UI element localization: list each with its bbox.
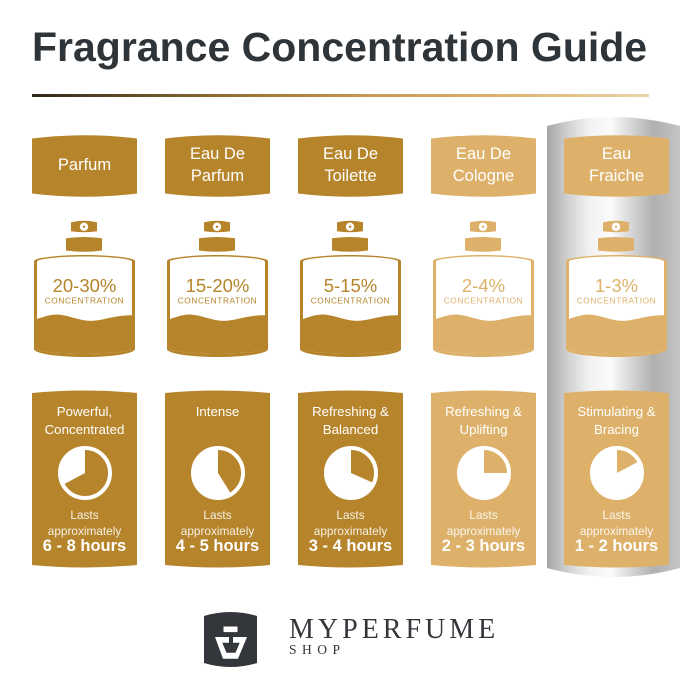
svg-text:15-20%: 15-20% — [186, 275, 250, 296]
svg-text:CONCENTRATION: CONCENTRATION — [577, 296, 657, 306]
svg-text:1-3%: 1-3% — [595, 275, 638, 296]
svg-text:2-4%: 2-4% — [462, 275, 505, 296]
svg-text:5-15%: 5-15% — [324, 275, 377, 296]
svg-text:CONCENTRATION: CONCENTRATION — [45, 296, 125, 306]
svg-text:CONCENTRATION: CONCENTRATION — [311, 296, 391, 306]
svg-text:CONCENTRATION: CONCENTRATION — [178, 296, 258, 306]
svg-text:20-30%: 20-30% — [53, 275, 117, 296]
svg-text:CONCENTRATION: CONCENTRATION — [444, 296, 524, 306]
